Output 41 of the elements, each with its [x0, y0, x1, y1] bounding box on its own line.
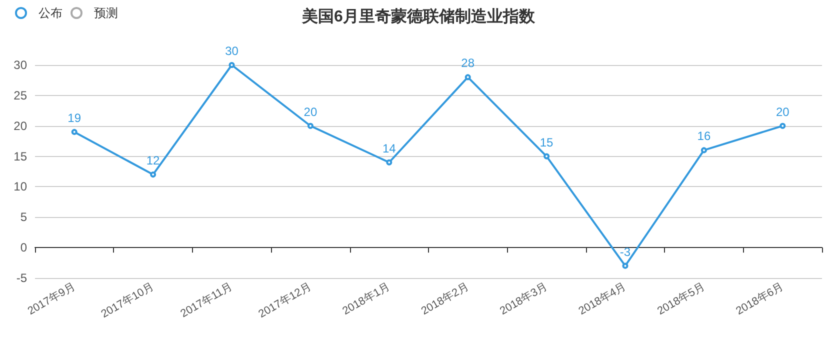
data-label: 20	[776, 104, 790, 119]
y-tick-label: 15	[14, 149, 28, 164]
y-tick-label: 10	[14, 180, 28, 194]
x-tick-label: 2018年6月	[734, 280, 786, 318]
y-tick-label: 25	[14, 88, 28, 102]
point	[780, 122, 786, 129]
point	[700, 147, 707, 154]
point	[71, 128, 78, 135]
point	[228, 62, 235, 68]
point	[464, 74, 471, 80]
data-label: -3	[620, 244, 631, 259]
point	[150, 172, 156, 178]
data-label: 14	[382, 141, 396, 156]
x-tick-label: 2018年3月	[498, 280, 550, 318]
y-tick-label: 20	[14, 118, 28, 133]
x-tick-label: 2018年2月	[419, 280, 471, 318]
data-label: 16	[697, 129, 711, 144]
y-tick-label: 30	[14, 58, 28, 72]
y-tick-label: -5	[16, 271, 28, 285]
data-label: 19	[68, 110, 82, 125]
point	[386, 159, 392, 166]
point	[544, 153, 550, 160]
y-tick-label: 0	[20, 240, 28, 255]
data-label: 12	[146, 154, 160, 168]
data-label: 20	[304, 104, 318, 119]
x-tick-label: 2017年11月	[178, 280, 235, 320]
legend-label: 公布	[38, 6, 62, 20]
point	[307, 122, 314, 129]
point	[622, 262, 628, 269]
x-tick-label: 2018年4月	[576, 280, 628, 318]
legend-label: 预测	[94, 6, 118, 20]
data-label: 28	[461, 56, 475, 70]
x-tick-label: 2017年10月	[99, 280, 156, 321]
data-label: 30	[225, 44, 239, 58]
y-tick-label: 5	[20, 210, 28, 224]
chart-title: 美国6月里奇蒙德联储制造业指数	[301, 6, 536, 26]
x-tick-label: 2018年1月	[340, 280, 392, 318]
x-tick-label: 2017年12月	[256, 280, 314, 321]
x-tick-label: 2017年9月	[26, 280, 78, 318]
data-label: 15	[540, 135, 554, 150]
x-tick-label: 2018年5月	[655, 280, 707, 318]
